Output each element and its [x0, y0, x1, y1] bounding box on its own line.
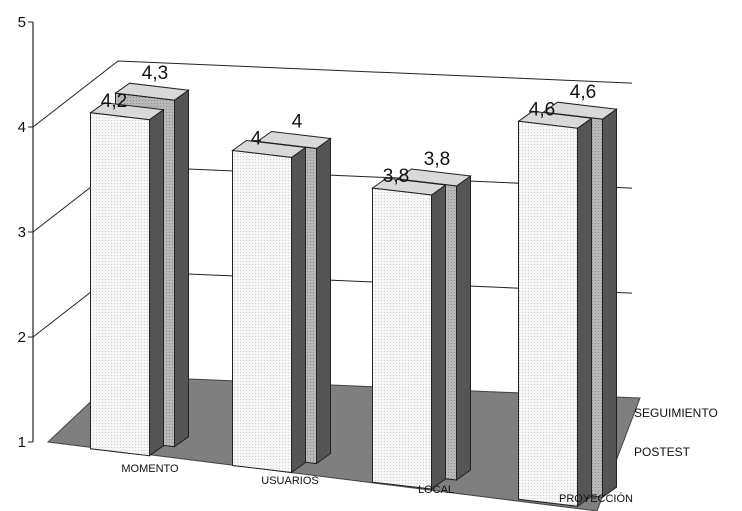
category-label: PROYECCIÓN: [559, 492, 633, 505]
chart-texts: 1 2 3 4 5 4,2 4 3,8 4,6 4,3 4 3,8 4,6 MOMENTO USUARIOS…: [18, 14, 718, 505]
bar-postest-3: [371, 177, 447, 490]
gridline-4: [32, 60, 633, 128]
category-label: MOMENTO: [121, 463, 179, 475]
y-tick-label: 5: [18, 14, 26, 31]
category-label: LOCAL: [418, 484, 454, 496]
series-axis-label: SEGUIMIENTO: [634, 406, 718, 420]
data-label: 4: [251, 129, 262, 150]
bar-postest-2: [231, 139, 307, 474]
data-label: 4: [292, 112, 303, 133]
data-label: 3,8: [383, 166, 409, 187]
y-tick-label: 1: [18, 434, 26, 451]
data-label: 4,2: [101, 91, 127, 112]
bar-postest-4: [517, 110, 593, 508]
bar-postest-1: [89, 102, 165, 457]
chart-bars: [89, 82, 618, 508]
data-label: 3,8: [424, 149, 450, 170]
data-label: 4,6: [570, 82, 596, 103]
data-label: 4,6: [529, 99, 555, 120]
series-axis-label: POSTEST: [634, 445, 691, 459]
y-tick-label: 3: [18, 224, 26, 241]
y-tick-label: 4: [18, 119, 26, 136]
y-tick-label: 2: [18, 329, 26, 346]
category-label: USUARIOS: [261, 475, 318, 487]
data-label: 4,3: [142, 63, 168, 84]
